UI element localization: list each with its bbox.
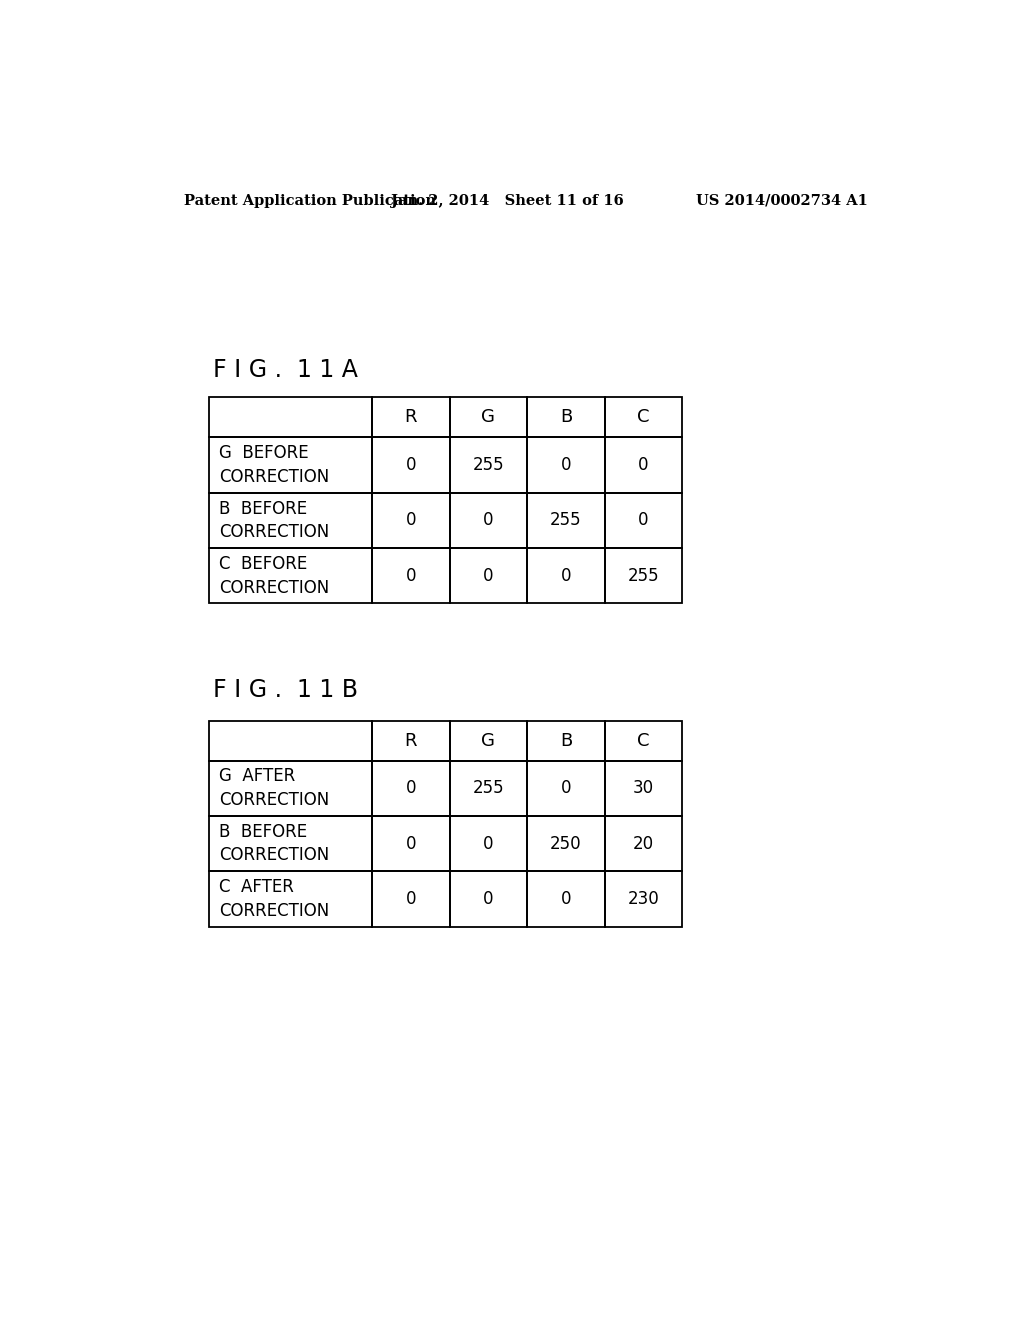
Text: 0: 0 bbox=[560, 566, 571, 585]
Text: 20: 20 bbox=[633, 834, 654, 853]
Bar bbox=[372, 816, 450, 871]
Text: F I G .  1 1 A: F I G . 1 1 A bbox=[213, 358, 358, 383]
Bar bbox=[527, 437, 604, 492]
Bar bbox=[450, 492, 527, 548]
Text: F I G .  1 1 B: F I G . 1 1 B bbox=[213, 677, 358, 702]
Bar bbox=[209, 816, 372, 871]
Text: 0: 0 bbox=[638, 455, 648, 474]
Text: 0: 0 bbox=[483, 834, 494, 853]
Bar bbox=[209, 760, 372, 816]
Text: B: B bbox=[560, 731, 572, 750]
Text: R: R bbox=[404, 731, 417, 750]
Bar bbox=[372, 492, 450, 548]
Text: C: C bbox=[637, 731, 649, 750]
Bar bbox=[372, 437, 450, 492]
Bar bbox=[209, 721, 372, 760]
Bar bbox=[209, 437, 372, 492]
Bar bbox=[527, 721, 604, 760]
Bar bbox=[527, 871, 604, 927]
Bar bbox=[450, 437, 527, 492]
Text: G: G bbox=[481, 408, 496, 426]
Bar bbox=[604, 760, 682, 816]
Bar bbox=[604, 816, 682, 871]
Text: 255: 255 bbox=[472, 779, 504, 797]
Text: 230: 230 bbox=[628, 890, 659, 908]
Text: Patent Application Publication: Patent Application Publication bbox=[183, 194, 436, 207]
Text: 0: 0 bbox=[406, 779, 416, 797]
Text: 0: 0 bbox=[483, 511, 494, 529]
Bar bbox=[527, 548, 604, 603]
Bar bbox=[604, 548, 682, 603]
Text: 0: 0 bbox=[560, 455, 571, 474]
Text: G  AFTER
CORRECTION: G AFTER CORRECTION bbox=[219, 767, 329, 809]
Bar bbox=[604, 721, 682, 760]
Bar bbox=[372, 871, 450, 927]
Text: B: B bbox=[560, 408, 572, 426]
Text: Jan. 2, 2014   Sheet 11 of 16: Jan. 2, 2014 Sheet 11 of 16 bbox=[391, 194, 624, 207]
Bar bbox=[604, 397, 682, 437]
Bar bbox=[450, 548, 527, 603]
Bar bbox=[450, 871, 527, 927]
Bar bbox=[527, 492, 604, 548]
Bar bbox=[209, 548, 372, 603]
Bar bbox=[372, 397, 450, 437]
Bar bbox=[527, 760, 604, 816]
Bar bbox=[372, 760, 450, 816]
Text: 0: 0 bbox=[483, 890, 494, 908]
Text: 255: 255 bbox=[472, 455, 504, 474]
Bar bbox=[604, 871, 682, 927]
Text: 0: 0 bbox=[406, 511, 416, 529]
Text: 0: 0 bbox=[406, 566, 416, 585]
Bar bbox=[450, 816, 527, 871]
Text: 0: 0 bbox=[406, 890, 416, 908]
Text: 0: 0 bbox=[483, 566, 494, 585]
Text: B  BEFORE
CORRECTION: B BEFORE CORRECTION bbox=[219, 499, 329, 541]
Text: B  BEFORE
CORRECTION: B BEFORE CORRECTION bbox=[219, 822, 329, 865]
Bar bbox=[604, 437, 682, 492]
Text: 0: 0 bbox=[406, 455, 416, 474]
Text: 30: 30 bbox=[633, 779, 654, 797]
Text: C  AFTER
CORRECTION: C AFTER CORRECTION bbox=[219, 878, 329, 920]
Text: 255: 255 bbox=[550, 511, 582, 529]
Bar bbox=[527, 816, 604, 871]
Text: 250: 250 bbox=[550, 834, 582, 853]
Text: G  BEFORE
CORRECTION: G BEFORE CORRECTION bbox=[219, 444, 329, 486]
Bar bbox=[604, 492, 682, 548]
Bar bbox=[209, 492, 372, 548]
Bar bbox=[209, 397, 372, 437]
Text: 0: 0 bbox=[560, 779, 571, 797]
Text: 0: 0 bbox=[560, 890, 571, 908]
Bar bbox=[450, 721, 527, 760]
Text: R: R bbox=[404, 408, 417, 426]
Text: C  BEFORE
CORRECTION: C BEFORE CORRECTION bbox=[219, 554, 329, 597]
Text: 0: 0 bbox=[638, 511, 648, 529]
Bar bbox=[209, 871, 372, 927]
Text: G: G bbox=[481, 731, 496, 750]
Text: 255: 255 bbox=[628, 566, 659, 585]
Text: C: C bbox=[637, 408, 649, 426]
Bar bbox=[527, 397, 604, 437]
Bar bbox=[372, 548, 450, 603]
Bar bbox=[450, 760, 527, 816]
Bar bbox=[450, 397, 527, 437]
Bar bbox=[372, 721, 450, 760]
Text: US 2014/0002734 A1: US 2014/0002734 A1 bbox=[696, 194, 868, 207]
Text: 0: 0 bbox=[406, 834, 416, 853]
